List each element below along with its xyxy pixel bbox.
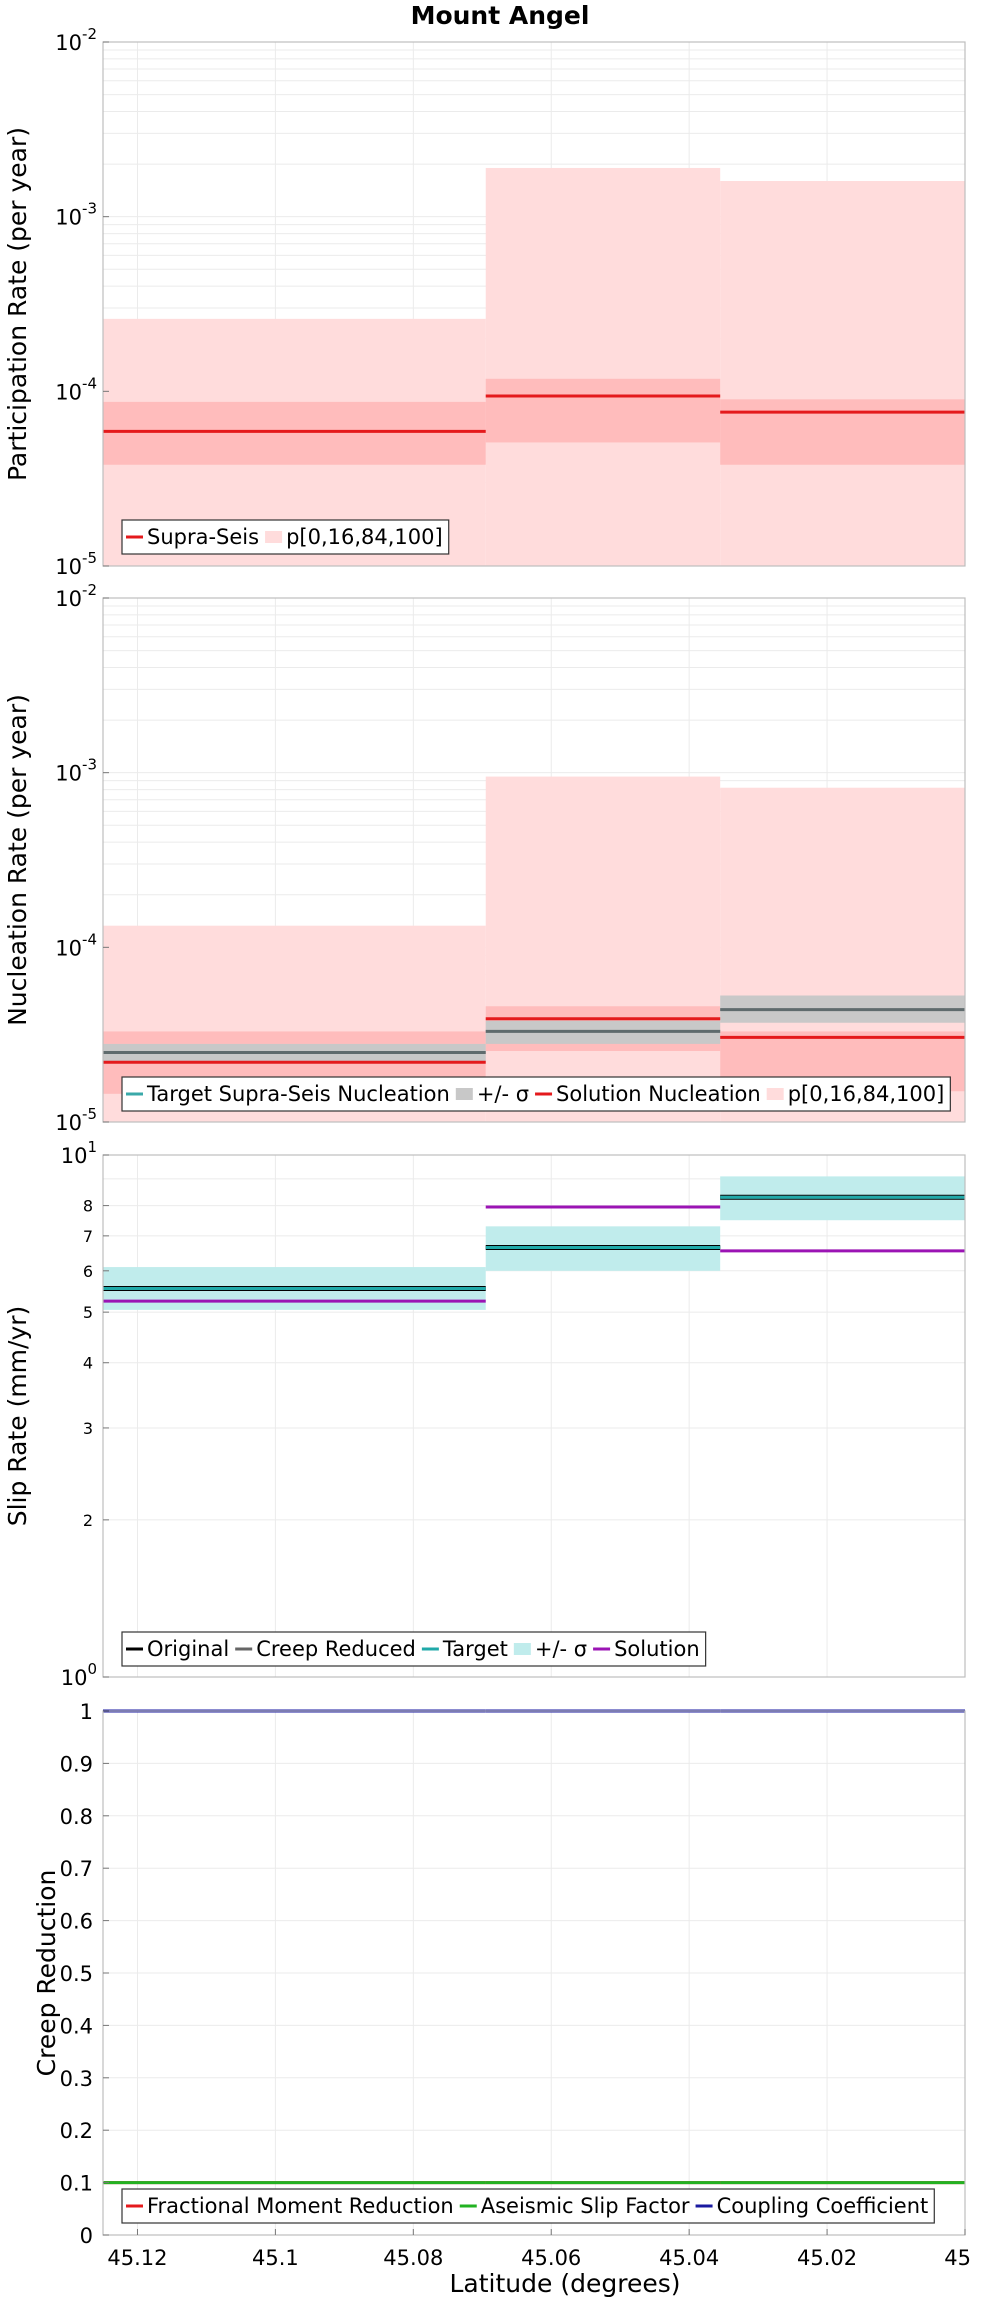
y-tick-label: 101 bbox=[61, 1138, 97, 1168]
y-tick-label: 0.2 bbox=[60, 2119, 93, 2143]
legend-label: Target Supra-Seis Nucleation bbox=[146, 1082, 450, 1106]
legend: Original Creep Reduced Target +/- σ Solution bbox=[121, 1631, 707, 1667]
legend-label: Creep Reduced bbox=[256, 1637, 416, 1661]
panel-nucleation: 10-5 10-4 10-3 10-2 Nucleation Rate (per yea… bbox=[3, 581, 966, 1135]
legend: Supra-Seis p[0,16,84,100] bbox=[121, 519, 450, 555]
y-axis-label: Slip Rate (mm/yr) bbox=[3, 1306, 32, 1527]
legend-label: +/- σ bbox=[535, 1637, 587, 1661]
legend-label: Original bbox=[147, 1637, 229, 1661]
band-inner bbox=[485, 378, 721, 443]
plot-frame bbox=[102, 1154, 966, 1678]
x-tick-label: 45.02 bbox=[797, 2246, 857, 2270]
y-tick-label: 10-3 bbox=[55, 200, 97, 230]
chart-title: Mount Angel bbox=[411, 1, 590, 30]
legend-label: Target bbox=[442, 1637, 508, 1661]
legend-frame bbox=[121, 2188, 935, 2224]
y-tick-label: 0.7 bbox=[60, 1857, 93, 1881]
band-outer bbox=[485, 776, 721, 1122]
legend-label: Coupling Coefficient bbox=[717, 2194, 929, 2218]
panel-slip: 100 2 3 4 5 6 7 8 101 Slip Rate (mm/yr) Original Cr… bbox=[3, 1138, 966, 1690]
y-tick-label: 0.1 bbox=[60, 2172, 93, 2196]
y-axis-label: Nucleation Rate (per year) bbox=[3, 694, 32, 1026]
y-tick-label: 0.8 bbox=[60, 1805, 93, 1829]
panel-participation: 10-5 10-4 10-3 10-2 Participation Rate (per … bbox=[3, 25, 966, 579]
y-tick-label: 2 bbox=[83, 1511, 93, 1530]
x-tick-label: 45.12 bbox=[107, 2246, 167, 2270]
legend-patch-swatch bbox=[455, 1088, 473, 1100]
panel-creep: 0 0.1 0.2 0.3 0.4 0.5 0.6 0.7 0.8 0.9 1 Creep Reduc… bbox=[32, 1700, 966, 2248]
legend: Fractional Moment Reduction Aseismic Slip… bbox=[121, 2188, 935, 2224]
x-tick-label: 45 bbox=[944, 2246, 971, 2270]
y-tick-label: 6 bbox=[83, 1262, 93, 1281]
band-outer bbox=[485, 167, 721, 566]
x-tick-label: 45.06 bbox=[521, 2246, 581, 2270]
y-tick-label: 100 bbox=[61, 1660, 97, 1690]
y-tick-label: 0.6 bbox=[60, 1910, 93, 1934]
y-tick-label: 0.5 bbox=[60, 1962, 93, 1986]
legend-patch-swatch bbox=[513, 1643, 531, 1655]
y-tick-label: 0 bbox=[80, 2224, 93, 2248]
y-tick-label: 10-4 bbox=[55, 930, 97, 960]
legend-label: p[0,16,84,100] bbox=[286, 525, 443, 549]
y-tick-label: 10-4 bbox=[55, 374, 97, 404]
legend-patch-swatch bbox=[766, 1088, 784, 1100]
y-axis-label: Creep Reduction bbox=[32, 1870, 61, 2077]
legend-label: Supra-Seis bbox=[147, 525, 259, 549]
legend-label: Solution bbox=[614, 1637, 700, 1661]
band-inner bbox=[720, 399, 965, 465]
y-tick-label: 5 bbox=[83, 1303, 93, 1322]
y-tick-label: 3 bbox=[83, 1419, 93, 1438]
y-tick-label: 10-5 bbox=[55, 549, 97, 579]
y-tick-label: 1 bbox=[80, 1700, 93, 1724]
x-tick-label: 45.08 bbox=[383, 2246, 443, 2270]
band-inner bbox=[103, 401, 486, 465]
y-tick-label: 0.9 bbox=[60, 1752, 93, 1776]
x-axis-label: Latitude (degrees) bbox=[450, 2269, 681, 2298]
band-outer bbox=[720, 181, 965, 566]
y-tick-label: 10-2 bbox=[55, 581, 97, 611]
y-tick-label: 10-2 bbox=[55, 25, 97, 55]
legend: Target Supra-Seis Nucleation +/- σ Solutio… bbox=[121, 1076, 951, 1112]
y-tick-label: 10-3 bbox=[55, 756, 97, 786]
y-tick-label: 4 bbox=[83, 1354, 93, 1373]
x-tick-label: 45.1 bbox=[252, 2246, 299, 2270]
plot-frame bbox=[102, 597, 966, 1123]
plot-frame bbox=[102, 41, 966, 567]
legend-label: Fractional Moment Reduction bbox=[147, 2194, 454, 2218]
legend-frame bbox=[121, 519, 450, 555]
x-tick-label: 45.04 bbox=[659, 2246, 719, 2270]
y-tick-label: 0.3 bbox=[60, 2067, 93, 2091]
legend-patch-swatch bbox=[265, 531, 283, 543]
y-axis-label: Participation Rate (per year) bbox=[3, 127, 32, 481]
legend-label: p[0,16,84,100] bbox=[788, 1082, 945, 1106]
legend-label: Solution Nucleation bbox=[556, 1082, 761, 1106]
y-tick-label: 8 bbox=[83, 1197, 93, 1216]
y-tick-label: 10-5 bbox=[55, 1105, 97, 1135]
panels: 10-5 10-4 10-3 10-2 Participation Rate (per … bbox=[3, 25, 971, 2270]
legend-label: +/- σ bbox=[477, 1082, 529, 1106]
legend-label: Aseismic Slip Factor bbox=[481, 2194, 690, 2218]
y-tick-label: 0.4 bbox=[60, 2014, 93, 2038]
y-tick-label: 7 bbox=[83, 1227, 93, 1246]
